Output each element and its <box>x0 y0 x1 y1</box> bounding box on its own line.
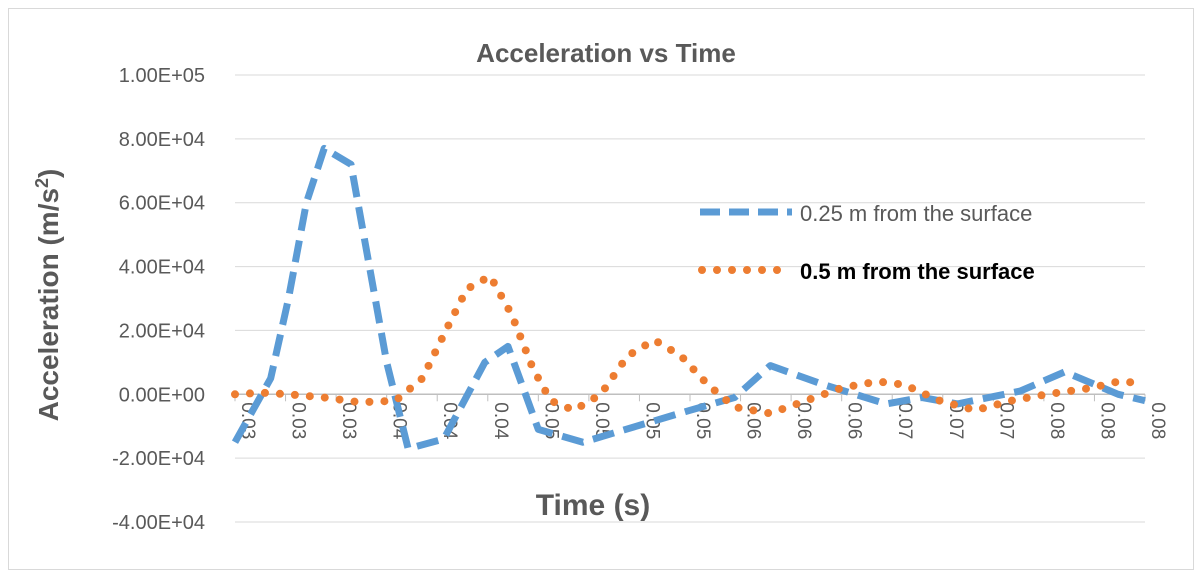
chart-frame <box>8 8 1194 570</box>
y-tick-label: 4.00E+04 <box>119 257 205 279</box>
x-tick-label: 0.05 <box>591 402 612 439</box>
y-axis-label: Acceleration (m/s2) <box>32 169 64 422</box>
legend-item-series-2: 0.5 m from the surface <box>698 259 1035 284</box>
y-tick-label: 6.00E+04 <box>119 193 205 215</box>
y-axis-label-close: ) <box>33 169 64 178</box>
x-tick-label: 0.08 <box>1147 402 1168 439</box>
legend-label-series-1: 0.25 m from the surface <box>800 201 1032 226</box>
x-tick-label: 0.08 <box>1096 402 1117 439</box>
x-tick-label: 0.03 <box>338 402 359 439</box>
series-lines <box>231 144 1149 453</box>
legend-label-series-2: 0.5 m from the surface <box>800 259 1035 284</box>
x-tick-label: 0.05 <box>641 402 662 439</box>
x-tick-label: 0.07 <box>894 402 915 439</box>
gridlines <box>235 74 1145 523</box>
legend: 0.25 m from the surface 0.5 m from the s… <box>698 201 1035 284</box>
x-tick-label: 0.07 <box>995 402 1016 439</box>
legend-item-series-1: 0.25 m from the surface <box>700 201 1032 226</box>
y-tick-label: -4.00E+04 <box>112 512 205 534</box>
x-tick-label: 0.06 <box>793 402 814 439</box>
x-tick-label: 0.04 <box>490 402 511 439</box>
x-tick-label: 0.08 <box>1046 402 1067 439</box>
y-axis-label-main: Acceleration (m/s <box>33 188 64 421</box>
x-axis-label: Time (s) <box>536 489 650 522</box>
y-tick-label: -2.00E+04 <box>112 448 205 470</box>
series-line-2 <box>231 272 1149 418</box>
y-tick-labels: 1.00E+05 8.00E+04 6.00E+04 4.00E+04 2.00E+04… <box>112 65 205 534</box>
x-tick-label: 0.06 <box>844 402 865 439</box>
x-tick-label: 0.06 <box>743 402 764 439</box>
x-tick-label: 0.07 <box>945 402 966 439</box>
y-tick-label: 8.00E+04 <box>119 129 205 151</box>
x-tick-label: 0.03 <box>288 402 309 439</box>
y-tick-label: 0.00E+00 <box>119 384 205 406</box>
y-tick-label: 1.00E+05 <box>119 65 205 87</box>
y-tick-label: 2.00E+04 <box>119 320 205 342</box>
chart-title: Acceleration vs Time <box>476 38 736 68</box>
y-axis-label-superscript: 2 <box>32 178 52 188</box>
